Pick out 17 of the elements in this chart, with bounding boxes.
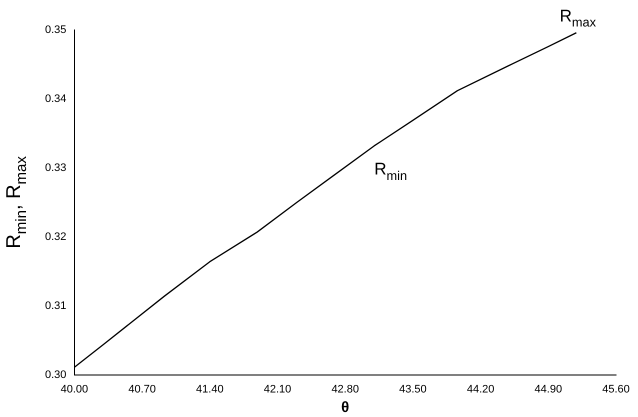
y-axis-title: Rmin, Rmax [3, 156, 30, 249]
x-tick-label: 43.50 [399, 383, 427, 396]
x-tick-label: 42.80 [331, 383, 359, 396]
x-tick-label: 40.00 [60, 383, 88, 396]
x-tick-label: 44.20 [466, 383, 494, 396]
x-tick-label: 42.10 [264, 383, 292, 396]
y-tick-label: 0.35 [44, 24, 66, 36]
y-tick-label: 0.31 [44, 300, 66, 312]
x-tick-label: 41.40 [196, 383, 224, 396]
y-tick-label: 0.32 [44, 230, 66, 243]
y-tick-label: 0.30 [44, 368, 66, 381]
x-tick-label: 44.90 [534, 383, 562, 396]
x-tick-label: 40.70 [128, 383, 156, 396]
y-tick-label: 0.34 [44, 92, 66, 105]
y-tick-label: 0.33 [44, 162, 66, 174]
x-axis-title: θ [341, 399, 350, 416]
x-tick-label: 45.60 [602, 383, 630, 396]
